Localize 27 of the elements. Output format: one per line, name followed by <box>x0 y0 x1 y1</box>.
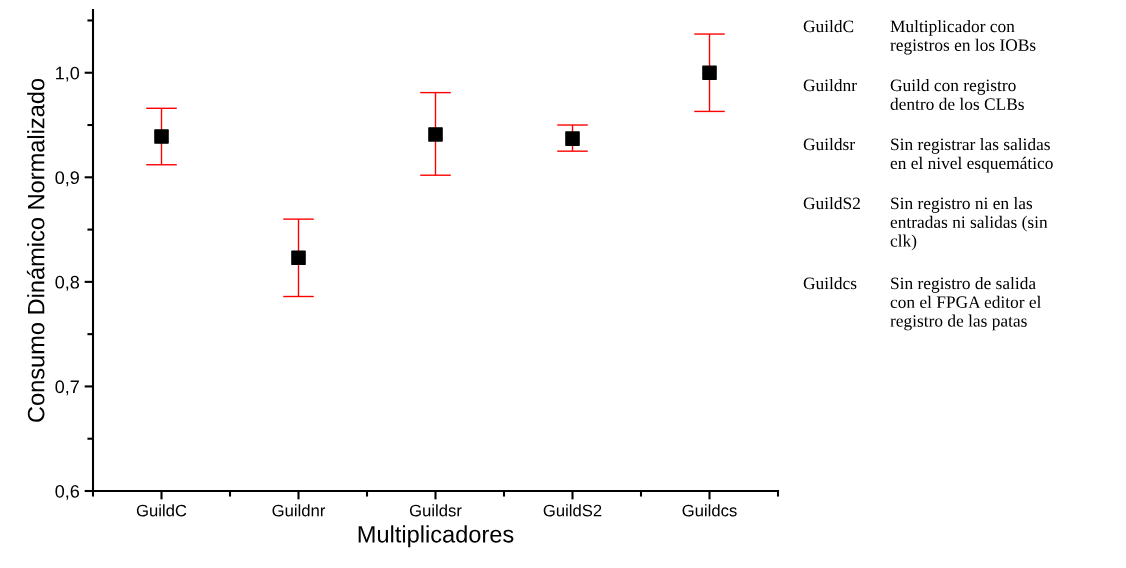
text: Guildnr <box>803 79 857 92</box>
x-tick-label: Guildsr <box>409 504 462 517</box>
x-tick-label: GuildS2 <box>543 504 602 517</box>
text: Guildcs <box>803 277 857 290</box>
x-tick-label: GuildC <box>136 504 187 517</box>
point <box>154 129 169 144</box>
text: Guild con registro dentro de los CLBs <box>890 79 1024 111</box>
y-tick-label: 1,0 <box>56 66 80 82</box>
x-tick-label: Guildnr <box>272 504 326 517</box>
point <box>291 250 306 266</box>
text: Multiplicador con registros en los IOBs <box>890 20 1036 55</box>
text: Sin registro ni en las entradas ni salidas (sin clk) <box>890 197 1048 251</box>
x-axis-title: Multiplicadores <box>358 525 514 548</box>
point <box>428 127 443 142</box>
y-tick-label: 0,9 <box>55 171 79 187</box>
point <box>702 65 717 81</box>
text: GuildS2 <box>803 197 860 210</box>
text: GuildC <box>803 20 854 33</box>
x-tick-label: Guildcs <box>682 504 737 517</box>
text: Sin registrar las salidas en el nivel esquemático <box>890 138 1053 173</box>
text: Sin registro de salida con el FPGA editor el registro de las patas <box>890 277 1042 331</box>
y-tick-label: 0,8 <box>55 275 80 291</box>
y-tick-label: 0,6 <box>55 484 80 500</box>
y-tick-label: 0,7 <box>55 380 79 396</box>
point <box>565 131 580 146</box>
text: Guildsr <box>803 138 855 151</box>
y-axis-title: Consumo Dinámico Normalizado <box>26 78 45 422</box>
